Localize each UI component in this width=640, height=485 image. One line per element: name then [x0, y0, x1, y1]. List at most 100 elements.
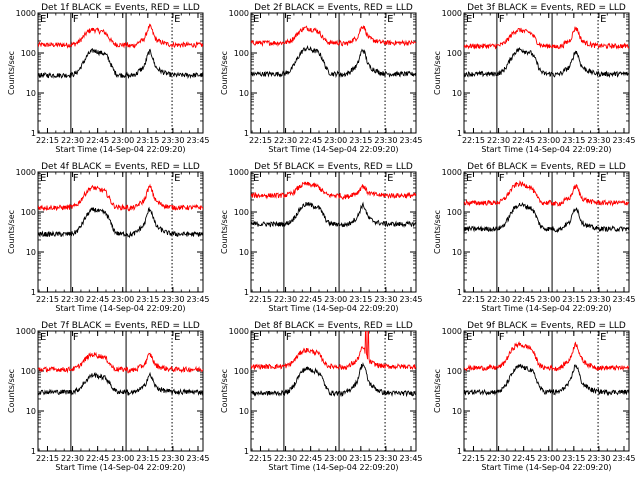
y-axis-label: Counts/sec: [220, 51, 229, 95]
series-line: [38, 206, 203, 239]
x-tick-label: 23:45: [399, 295, 422, 304]
marker-label: E: [387, 14, 393, 25]
series-line: [38, 351, 203, 374]
x-tick-label: 22:30: [487, 295, 510, 304]
marker-label: E: [387, 332, 393, 343]
x-axis-label: Start Time (14-Sep-04 22:09:20): [481, 463, 611, 472]
plot-frame: [250, 330, 417, 452]
series-line: [464, 26, 629, 50]
x-tick-label: 23:15: [136, 295, 159, 304]
x-tick-label: 23:15: [349, 454, 372, 463]
y-tick-label: 100: [21, 367, 36, 376]
series-line: [38, 48, 203, 79]
y-axis-label: Counts/sec: [433, 51, 442, 95]
x-tick-label: 23:45: [186, 136, 209, 145]
marker-label: E: [466, 14, 472, 25]
y-tick-label: 100: [21, 49, 36, 58]
y-tick-label: 10: [239, 407, 249, 416]
y-tick-label: 10: [26, 407, 36, 416]
plot-frame: [463, 171, 630, 293]
marker-label: E: [40, 332, 46, 343]
marker-label: E: [40, 173, 46, 184]
series-line: [464, 363, 629, 397]
series-line: [38, 23, 203, 49]
y-axis-label: Counts/sec: [433, 369, 442, 413]
panel-title: Det 7f BLACK = Events, RED = LLD: [41, 321, 200, 331]
y-tick-label: 1000: [16, 168, 36, 177]
x-tick-label: 23:30: [161, 454, 184, 463]
x-tick-label: 22:15: [462, 295, 485, 304]
x-tick-label: 23:45: [399, 136, 422, 145]
x-axis-label: Start Time (14-Sep-04 22:09:20): [55, 145, 185, 154]
y-tick-label: 1: [457, 129, 462, 138]
panel-title: Det 6f BLACK = Events, RED = LLD: [467, 162, 626, 172]
marker-label: F: [499, 332, 505, 343]
x-tick-label: 23:15: [349, 136, 372, 145]
y-tick-label: 10: [239, 248, 249, 257]
chart-panel-4: Det 4f BLACK = Events, RED = LLD 1 10 100 10…: [7, 162, 210, 313]
y-tick-label: 100: [234, 367, 249, 376]
chart-panel-1: Det 1f BLACK = Events, RED = LLD 1 10 100 10…: [7, 3, 210, 154]
series-line: [251, 181, 416, 200]
y-tick-label: 1: [457, 447, 462, 456]
marker-label: F: [286, 173, 292, 184]
y-tick-label: 1000: [229, 327, 249, 336]
marker-label: E: [40, 14, 46, 25]
series-line: [38, 183, 203, 212]
x-tick-label: 23:00: [324, 136, 347, 145]
x-tick-label: 23:45: [612, 295, 635, 304]
panel-title: Det 4f BLACK = Events, RED = LLD: [41, 162, 200, 172]
y-tick-label: 1: [457, 288, 462, 297]
x-tick-label: 23:00: [111, 454, 134, 463]
y-tick-label: 100: [447, 367, 462, 376]
y-tick-label: 1000: [229, 168, 249, 177]
series-line: [251, 362, 416, 398]
x-tick-label: 22:30: [61, 136, 84, 145]
x-tick-label: 22:30: [274, 454, 297, 463]
panel-title: Det 5f BLACK = Events, RED = LLD: [254, 162, 413, 172]
x-axis-label: Start Time (14-Sep-04 22:09:20): [55, 463, 185, 472]
y-tick-label: 100: [234, 208, 249, 217]
y-tick-label: 1: [244, 129, 249, 138]
x-tick-label: 23:15: [562, 295, 585, 304]
series-line: [464, 340, 629, 372]
x-tick-label: 22:45: [512, 454, 535, 463]
x-tick-label: 22:30: [274, 295, 297, 304]
x-tick-label: 22:15: [249, 136, 272, 145]
chart-panel-5: Det 5f BLACK = Events, RED = LLD 1 10 100 10…: [220, 162, 423, 313]
x-tick-label: 22:15: [249, 454, 272, 463]
x-tick-label: 23:15: [562, 136, 585, 145]
series-line: [251, 201, 416, 229]
series-line: [464, 47, 629, 79]
y-tick-label: 100: [447, 208, 462, 217]
x-axis-label: Start Time (14-Sep-04 22:09:20): [268, 463, 398, 472]
marker-label: F: [286, 332, 292, 343]
y-axis-label: Counts/sec: [7, 210, 16, 254]
x-tick-label: 23:45: [186, 295, 209, 304]
x-tick-label: 22:15: [36, 136, 59, 145]
x-axis-label: Start Time (14-Sep-04 22:09:20): [481, 145, 611, 154]
marker-label: E: [600, 14, 606, 25]
x-tick-label: 22:30: [61, 454, 84, 463]
x-axis-label: Start Time (14-Sep-04 22:09:20): [268, 304, 398, 313]
y-tick-label: 100: [447, 49, 462, 58]
x-tick-label: 23:00: [324, 295, 347, 304]
x-tick-label: 23:30: [587, 454, 610, 463]
panel-title: Det 8f BLACK = Events, RED = LLD: [254, 321, 413, 331]
panel-title: Det 3f BLACK = Events, RED = LLD: [467, 3, 626, 13]
marker-label: E: [600, 332, 606, 343]
x-tick-label: 23:00: [537, 136, 560, 145]
x-tick-label: 22:15: [249, 295, 272, 304]
x-tick-label: 23:00: [111, 136, 134, 145]
y-tick-label: 100: [21, 208, 36, 217]
marker-label: F: [73, 332, 79, 343]
panel-title: Det 2f BLACK = Events, RED = LLD: [254, 3, 413, 13]
x-tick-label: 22:45: [86, 295, 109, 304]
x-tick-label: 22:45: [299, 454, 322, 463]
x-tick-label: 23:45: [612, 454, 635, 463]
y-tick-label: 1: [31, 288, 36, 297]
chart-panel-9: Det 9f BLACK = Events, RED = LLD 1 10 100 10…: [433, 321, 636, 472]
y-tick-label: 1: [31, 447, 36, 456]
y-axis-label: Counts/sec: [7, 51, 16, 95]
